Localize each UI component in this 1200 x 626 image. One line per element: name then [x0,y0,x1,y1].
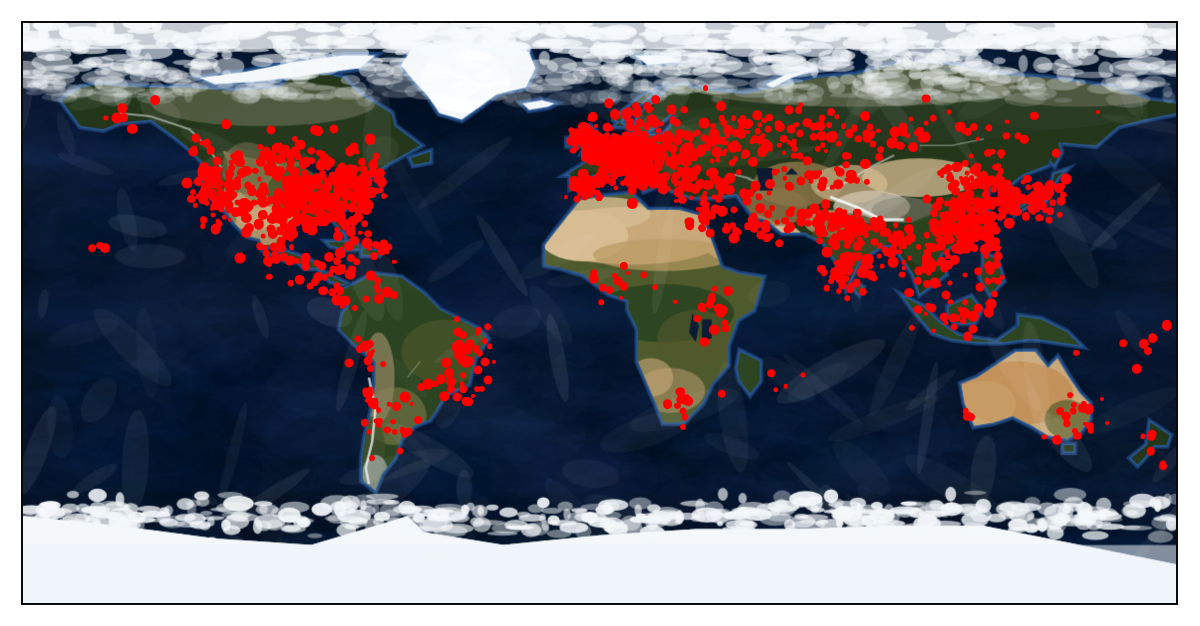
map-frame [21,21,1178,605]
world-basemap [23,23,1176,603]
